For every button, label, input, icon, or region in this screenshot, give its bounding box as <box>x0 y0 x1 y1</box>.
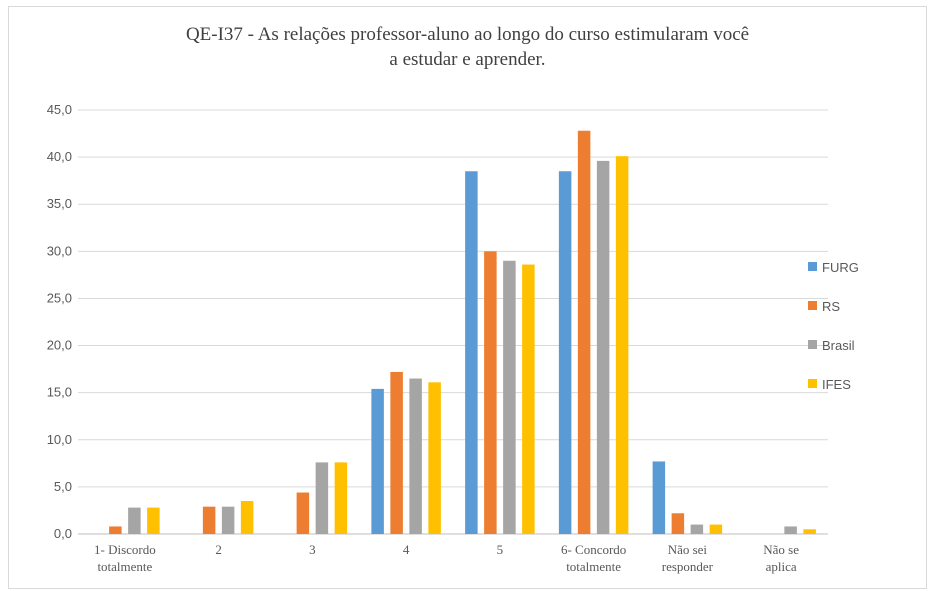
bar-brasil <box>503 260 516 534</box>
bar-rs <box>390 371 403 534</box>
bar-rs <box>202 506 216 534</box>
bar-ifes <box>522 264 535 534</box>
x-tick-label: aplica <box>766 559 797 574</box>
bar-ifes <box>615 156 629 534</box>
x-tick-label: 2 <box>215 542 222 557</box>
x-tick-label: responder <box>662 559 714 574</box>
bar-brasil <box>409 378 422 534</box>
bar-rs <box>109 526 122 534</box>
x-tick-label: Não sei <box>668 542 708 557</box>
bar-brasil <box>784 526 797 534</box>
bar-furg <box>465 171 478 534</box>
bar-rs <box>296 492 310 534</box>
legend-swatch-ifes <box>808 379 817 388</box>
y-tick-label: 15,0 <box>47 385 72 400</box>
bar-rs <box>577 130 591 534</box>
x-tick-label: Não se <box>763 542 799 557</box>
y-tick-label: 20,0 <box>47 338 72 353</box>
bar-furg <box>652 461 666 534</box>
y-tick-label: 10,0 <box>47 432 72 447</box>
bar-brasil <box>128 507 141 534</box>
y-tick-label: 45,0 <box>47 102 72 117</box>
chart-title-line-2: a estudar e aprender. <box>389 49 546 70</box>
y-tick-label: 35,0 <box>47 196 72 211</box>
y-tick-label: 25,0 <box>47 290 72 305</box>
y-tick-label: 0,0 <box>54 526 72 541</box>
bar-ifes <box>709 524 723 534</box>
legend-label-furg: FURG <box>822 260 859 275</box>
bar-brasil <box>315 462 329 534</box>
bar-brasil <box>690 524 704 534</box>
x-tick-label: 5 <box>497 542 504 557</box>
x-tick-label: 1- Discordo <box>94 542 156 557</box>
bar-furg <box>558 171 572 534</box>
legend-swatch-furg <box>808 262 817 271</box>
x-tick-label: totalmente <box>566 559 621 574</box>
bar-brasil <box>596 160 610 534</box>
bar-ifes <box>334 462 348 534</box>
bar-furg <box>371 388 384 534</box>
legend-label-rs: RS <box>822 299 840 314</box>
bar-rs <box>671 513 685 534</box>
bar-brasil <box>221 506 235 534</box>
x-tick-label: 6- Concordo <box>561 542 626 557</box>
bar-ifes <box>428 382 441 534</box>
x-tick-label: 4 <box>403 542 410 557</box>
bar-ifes <box>240 501 254 534</box>
bar-ifes <box>803 529 816 534</box>
y-tick-label: 5,0 <box>54 479 72 494</box>
chart-title-line-1: QE-I37 - As relações professor-aluno ao … <box>185 24 750 45</box>
y-tick-label: 30,0 <box>47 243 72 258</box>
legend-swatch-rs <box>808 301 817 310</box>
x-tick-label: totalmente <box>97 559 152 574</box>
legend-label-ifes: IFES <box>822 377 851 392</box>
chart-title: QE-I37 - As relações professor-aluno ao … <box>0 22 935 72</box>
bar-ifes <box>147 507 160 534</box>
legend-swatch-brasil <box>808 340 817 349</box>
y-tick-label: 40,0 <box>47 149 72 164</box>
bar-rs <box>484 251 497 535</box>
x-tick-label: 3 <box>309 542 316 557</box>
legend-label-brasil: Brasil <box>822 338 855 353</box>
